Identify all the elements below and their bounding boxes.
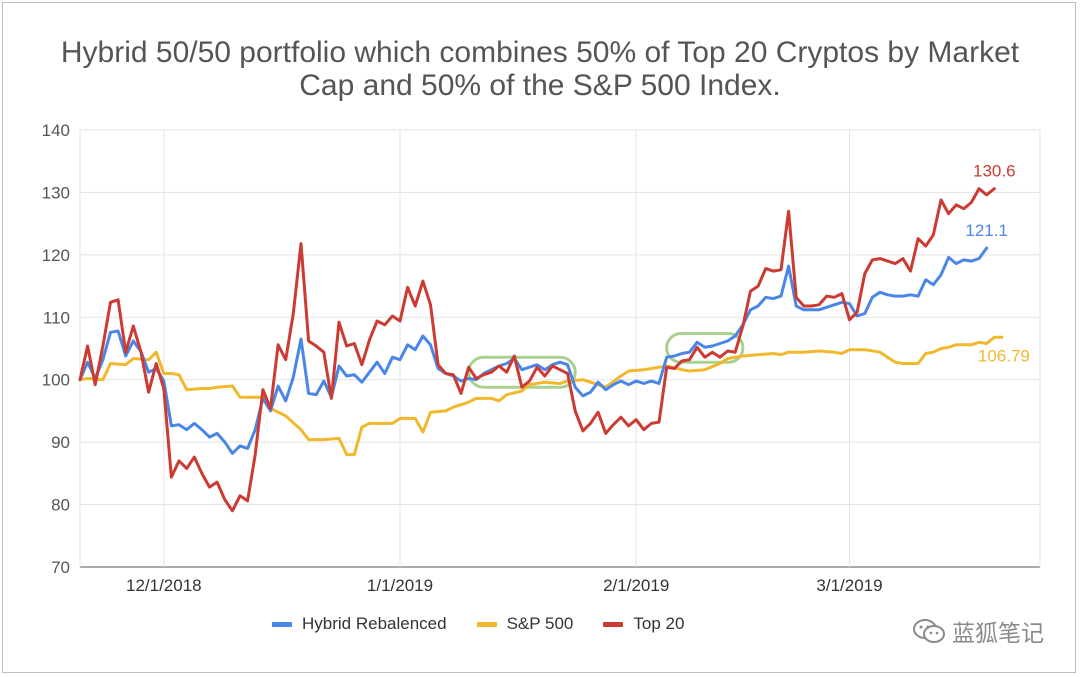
end-labels: 121.1 106.79 130.6	[965, 162, 1030, 366]
chart-title: Hybrid 50/50 portfolio which combines 50…	[0, 36, 1080, 102]
legend-swatch	[603, 621, 624, 627]
x-tick-label: 12/1/2018	[126, 576, 202, 595]
watermark-text: 蓝狐笔记	[952, 620, 1044, 646]
y-axis: 70 80 90 100 110 120 130 140	[42, 121, 70, 577]
legend-item: S&P 500	[476, 614, 574, 634]
series-line	[78, 187, 996, 513]
legend-swatch	[272, 621, 292, 627]
y-tick-label: 100	[42, 371, 70, 390]
x-tick-label: 3/1/2019	[816, 576, 882, 595]
legend-swatch	[476, 621, 497, 627]
y-tick-label: 140	[42, 121, 70, 140]
series-line	[78, 335, 1004, 457]
y-tick-label: 70	[51, 558, 70, 577]
y-tick-label: 120	[42, 246, 70, 265]
y-tick-label: 130	[42, 183, 70, 202]
y-tick-label: 110	[43, 308, 70, 327]
series-layer	[78, 187, 1004, 513]
x-tick-label: 2/1/2019	[603, 576, 669, 595]
grid-lines	[79, 129, 1041, 568]
legend-label: S&P 500	[506, 614, 574, 633]
x-tick-label: 1/1/2019	[367, 576, 433, 595]
x-axis: 12/1/2018 1/1/2019 2/1/2019 3/1/2019	[126, 576, 883, 595]
series-end-label: 130.6	[973, 162, 1016, 181]
watermark: 蓝狐笔记	[912, 614, 1044, 648]
series-end-label: 121.1	[965, 221, 1008, 240]
legend-label: Hybrid Rebalenced	[302, 614, 447, 633]
chart-legend: Hybrid Rebalenced S&P 500 Top 20	[272, 614, 714, 634]
y-tick-label: 90	[51, 433, 70, 452]
wechat-icon	[913, 619, 945, 643]
legend-item: Hybrid Rebalenced	[272, 614, 447, 634]
legend-item: Top 20	[603, 614, 684, 634]
series-end-label: 106.79	[978, 346, 1030, 365]
y-tick-label: 80	[51, 496, 70, 515]
legend-label: Top 20	[633, 614, 685, 633]
highlight-box	[665, 332, 745, 364]
series-line	[78, 246, 989, 455]
chart-title-line-2: Cap and 50% of the S&P 500 Index.	[299, 69, 781, 102]
chart-title-line-1: Hybrid 50/50 portfolio which combines 50…	[60, 36, 1020, 69]
